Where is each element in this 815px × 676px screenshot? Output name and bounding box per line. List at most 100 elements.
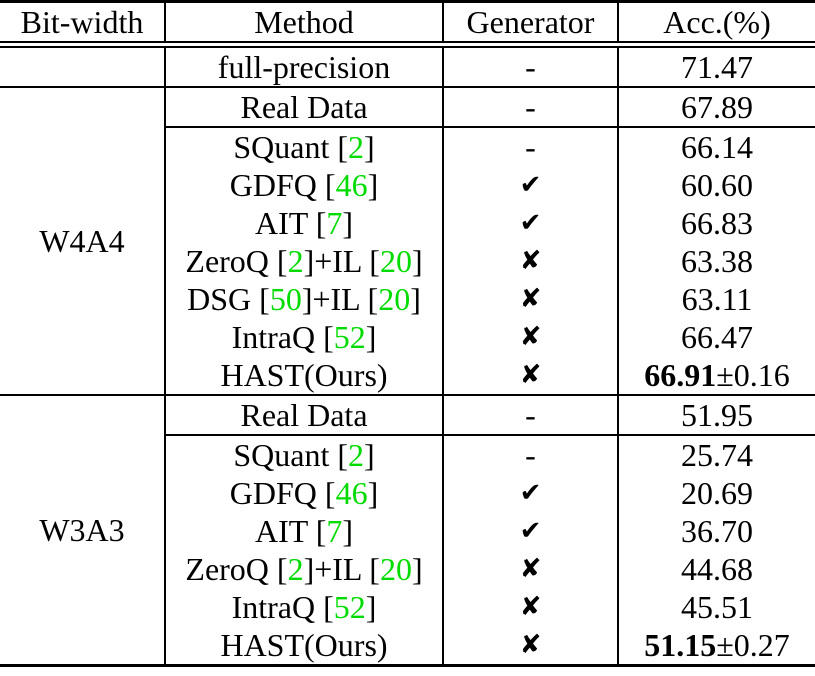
generator-dash: -: [525, 128, 536, 165]
table-row-intraq: IntraQ [52] ✘ 45.51: [0, 588, 815, 626]
citation-link[interactable]: 52: [333, 318, 366, 355]
accuracy-cell: 66.83: [617, 204, 815, 242]
citation-link[interactable]: 52: [333, 588, 366, 625]
accuracy-cell: 60.60: [617, 166, 815, 204]
accuracy-cell: 51.95: [617, 395, 815, 436]
method-text: Real Data: [240, 396, 368, 433]
method-text: ]: [411, 550, 423, 587]
accuracy-cell: 51.15±0.27: [617, 626, 815, 666]
citation-link[interactable]: 50: [269, 280, 302, 317]
check-icon: ✔: [519, 170, 542, 200]
generator-cell: ✘: [442, 588, 618, 626]
accuracy-cell: 66.14: [617, 127, 815, 166]
method-cell-real-data: Real Data: [164, 87, 443, 128]
cross-icon: ✘: [519, 630, 542, 660]
table-row-real-data: W3A3 Real Data - 51.95: [0, 395, 815, 548]
col-header-method: Method: [164, 1, 443, 48]
accuracy-cell: 44.68: [617, 550, 815, 588]
accuracy-pm: ±0.27: [716, 626, 790, 663]
bitwidth-cell-empty: [0, 44, 165, 88]
method-text: ]: [365, 588, 377, 625]
table-row-real-data: W4A4 Real Data - 67.89: [0, 87, 815, 396]
method-cell-ait: AIT [7]: [164, 512, 443, 550]
citation-link[interactable]: 2: [348, 436, 364, 473]
citation-link[interactable]: 7: [326, 204, 343, 241]
table-row-dsg-il: DSG [50]+IL [20] ✘ 63.11: [0, 280, 815, 318]
cross-icon: ✘: [519, 360, 542, 390]
table-row-zeroq-il: ZeroQ [2]+IL [20] ✘ 44.68: [0, 550, 815, 588]
cross-icon: ✘: [519, 284, 542, 314]
method-cell-gdfq: GDFQ [46]: [164, 474, 443, 512]
method-text: ZeroQ [: [185, 242, 288, 279]
col-header-bitwidth: Bit-width: [0, 1, 165, 48]
generator-cell: ✔: [442, 204, 618, 242]
method-cell-zeroq-il: ZeroQ [2]+IL [20]: [164, 242, 443, 280]
cross-icon: ✘: [519, 322, 542, 352]
method-cell-gdfq: GDFQ [46]: [164, 166, 443, 204]
method-text: IntraQ [: [231, 588, 334, 625]
method-text: ]: [367, 166, 379, 203]
method-text: GDFQ [: [229, 166, 336, 203]
generator-dash: -: [525, 48, 536, 85]
citation-link[interactable]: 20: [379, 550, 412, 587]
citation-link[interactable]: 46: [335, 166, 368, 203]
table-row-squant: SQuant [2] - 66.14: [0, 127, 815, 166]
table-row-squant: SQuant [2] - 25.74: [0, 435, 815, 474]
accuracy-cell: 67.89: [617, 87, 815, 128]
generator-dash: -: [525, 436, 536, 473]
method-text: AIT [: [254, 204, 327, 241]
citation-link[interactable]: 20: [379, 242, 412, 279]
method-text: DSG [: [187, 280, 270, 317]
accuracy-cell: 63.11: [617, 280, 815, 318]
method-cell-real-data: Real Data: [164, 395, 443, 436]
citation-link[interactable]: 2: [287, 242, 304, 279]
citation-link[interactable]: 20: [378, 280, 411, 317]
method-text: IntraQ [: [231, 318, 334, 355]
method-text: ]: [411, 242, 423, 279]
method-cell-hast: HAST(Ours): [164, 626, 443, 666]
generator-cell: ✘: [442, 356, 618, 396]
method-cell-hast: HAST(Ours): [164, 356, 443, 396]
generator-cell: ✔: [442, 474, 618, 512]
citation-link[interactable]: 2: [287, 550, 304, 587]
check-icon: ✔: [519, 516, 542, 546]
table-row-hast: HAST(Ours) ✘ 66.91±0.16: [0, 356, 815, 396]
method-text: Real Data: [240, 88, 368, 125]
method-cell-dsg-il: DSG [50]+IL [20]: [164, 280, 443, 318]
accuracy-cell: 25.74: [617, 435, 815, 474]
accuracy-pm: ±0.16: [716, 356, 790, 393]
cross-icon: ✘: [519, 592, 542, 622]
method-text: ]+IL [: [303, 242, 380, 279]
method-text: SQuant [: [233, 128, 348, 165]
table-row-ait: AIT [7] ✔ 36.70: [0, 512, 815, 550]
citation-link[interactable]: 7: [326, 512, 343, 549]
check-icon: ✔: [519, 478, 542, 508]
method-text: ZeroQ [: [185, 550, 288, 587]
bitwidth-label-w4a4: W4A4: [0, 87, 165, 396]
accuracy-cell: 20.69: [617, 474, 815, 512]
citation-link[interactable]: 2: [348, 128, 364, 165]
generator-cell: ✘: [442, 242, 618, 280]
method-cell-intraq: IntraQ [52]: [164, 588, 443, 626]
method-cell-squant: SQuant [2]: [164, 435, 443, 474]
check-icon: ✔: [519, 208, 542, 238]
accuracy-bold: 66.91: [644, 356, 717, 393]
col-header-generator: Generator: [442, 1, 618, 48]
generator-cell: ✘: [442, 550, 618, 588]
table-row-intraq: IntraQ [52] ✘ 66.47: [0, 318, 815, 356]
table-row-full-precision: full-precision - 71.47: [0, 44, 815, 88]
accuracy-cell: 36.70: [617, 512, 815, 550]
accuracy-cell: 71.47: [617, 44, 815, 88]
generator-cell: ✔: [442, 166, 618, 204]
method-text: SQuant [: [233, 436, 348, 473]
method-text: ]+IL [: [303, 550, 380, 587]
citation-link[interactable]: 46: [335, 474, 368, 511]
method-text: ]: [410, 280, 421, 317]
generator-cell: ✘: [442, 280, 618, 318]
method-cell-ait: AIT [7]: [164, 204, 443, 242]
method-cell-full-precision: full-precision: [164, 44, 443, 88]
method-text: ]: [365, 318, 377, 355]
cross-icon: ✘: [519, 554, 542, 584]
method-text: ]: [364, 128, 375, 165]
generator-cell: ✔: [442, 512, 618, 550]
